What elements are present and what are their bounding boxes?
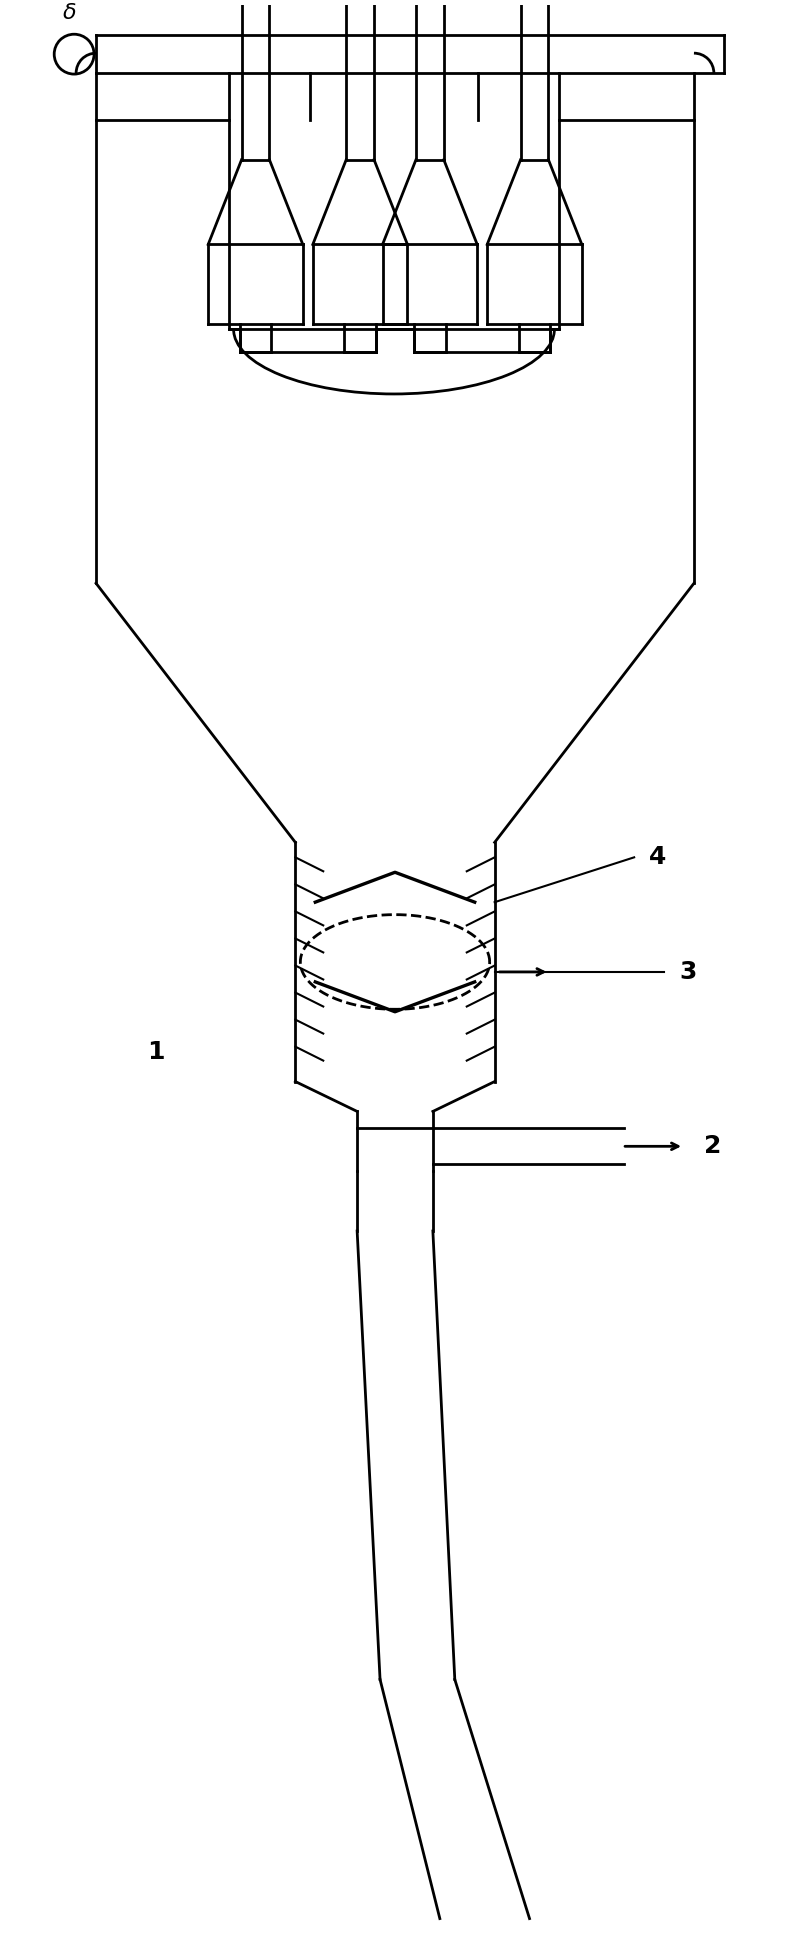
Text: δ: δ (62, 4, 76, 23)
Text: 3: 3 (679, 960, 696, 983)
Text: 1: 1 (147, 1040, 165, 1063)
Text: 4: 4 (649, 845, 667, 869)
Text: 2: 2 (704, 1135, 721, 1158)
